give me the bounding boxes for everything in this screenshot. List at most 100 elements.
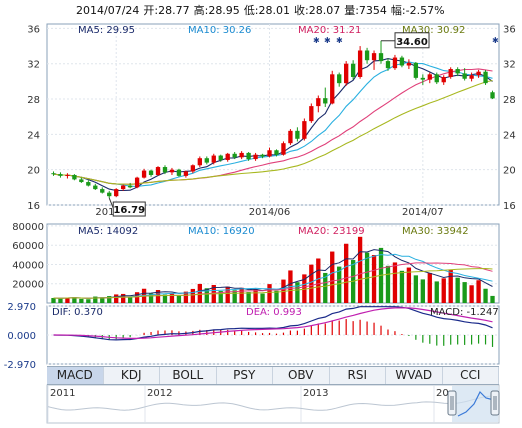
candle[interactable]	[197, 156, 202, 168]
volume-bar[interactable]	[476, 280, 481, 303]
event-markers[interactable]: ✱ ✱ ✱ ✱	[313, 36, 499, 45]
volume-bar[interactable]	[121, 293, 126, 303]
candle[interactable]	[295, 127, 300, 142]
volume-bar[interactable]	[490, 295, 495, 303]
volume-bar[interactable]	[162, 294, 168, 303]
candle[interactable]	[427, 72, 432, 84]
volume-bar[interactable]	[253, 289, 258, 303]
candle[interactable]	[65, 173, 70, 179]
event-marker-icon[interactable]: ✱	[324, 36, 331, 45]
candle[interactable]	[211, 153, 216, 165]
volume-bar[interactable]	[413, 275, 419, 303]
candle[interactable]	[190, 164, 196, 174]
volume-bar[interactable]	[448, 269, 453, 303]
candle[interactable]	[281, 141, 286, 156]
candle[interactable]	[51, 171, 56, 176]
volume-bar[interactable]	[260, 293, 265, 303]
candle[interactable]	[72, 174, 77, 181]
tab-boll[interactable]: BOLL	[160, 367, 217, 384]
nav-left-handle[interactable]	[447, 390, 457, 416]
candle[interactable]	[267, 147, 272, 158]
volume-bar[interactable]	[330, 251, 335, 303]
volume-bar[interactable]	[204, 288, 209, 303]
event-marker-icon[interactable]: ✱	[492, 36, 499, 45]
volume-bar[interactable]	[86, 299, 91, 303]
candle[interactable]	[371, 50, 377, 70]
candle[interactable]	[134, 176, 140, 189]
candle[interactable]	[260, 153, 265, 159]
volume-bar[interactable]	[392, 262, 398, 303]
volume-bar[interactable]	[427, 272, 432, 303]
candle[interactable]	[274, 149, 279, 157]
candle[interactable]	[462, 68, 467, 81]
volume-bar[interactable]	[483, 288, 488, 303]
volume-bar[interactable]	[93, 296, 98, 303]
volume-bar[interactable]	[455, 277, 460, 303]
candle[interactable]	[448, 67, 453, 79]
volume-bar[interactable]	[420, 279, 425, 303]
volume-bar[interactable]	[155, 289, 161, 303]
candle[interactable]	[420, 74, 425, 85]
candle[interactable]	[127, 182, 133, 189]
volume-bar[interactable]	[441, 278, 446, 303]
volume-bar[interactable]	[134, 292, 140, 303]
range-navigator[interactable]	[46, 384, 500, 424]
volume-bar[interactable]	[127, 296, 133, 303]
candle[interactable]	[378, 40, 384, 64]
candle[interactable]	[155, 166, 161, 176]
volume-bar[interactable]	[344, 243, 349, 303]
candle[interactable]	[204, 156, 209, 165]
candle[interactable]	[490, 90, 495, 99]
candle[interactable]	[86, 180, 91, 187]
candle[interactable]	[434, 72, 439, 85]
candle[interactable]	[58, 172, 63, 178]
candle[interactable]	[100, 187, 105, 194]
candle[interactable]	[441, 75, 446, 85]
volume-bar[interactable]	[309, 264, 314, 303]
volume-bar[interactable]	[218, 291, 223, 303]
candle[interactable]	[455, 67, 460, 77]
candle[interactable]	[469, 72, 474, 82]
candle[interactable]	[406, 59, 412, 70]
candle[interactable]	[107, 190, 112, 199]
candle[interactable]	[350, 60, 356, 80]
volume-bar[interactable]	[225, 286, 230, 303]
candle[interactable]	[246, 152, 251, 161]
tab-macd[interactable]: MACD	[47, 367, 104, 384]
candle[interactable]	[218, 154, 223, 162]
tab-obv[interactable]: OBV	[273, 367, 330, 384]
volume-bar[interactable]	[232, 290, 237, 303]
volume-bar[interactable]	[183, 291, 189, 303]
volume-bar[interactable]	[267, 284, 272, 303]
volume-bar[interactable]	[51, 297, 56, 303]
volume-bar[interactable]	[316, 258, 321, 303]
tab-psy[interactable]: PSY	[217, 367, 273, 384]
volume-bar[interactable]	[72, 297, 77, 303]
volume-bar[interactable]	[337, 266, 342, 303]
candle[interactable]	[93, 183, 98, 190]
volume-bar[interactable]	[295, 282, 300, 303]
tab-kdj[interactable]: KDJ	[104, 367, 160, 384]
volume-bar[interactable]	[169, 293, 175, 303]
volume-bar[interactable]	[107, 296, 112, 303]
tab-cci[interactable]: CCI	[443, 367, 499, 384]
volume-bar[interactable]	[58, 298, 63, 303]
volume-bar[interactable]	[371, 255, 377, 303]
candle[interactable]	[225, 152, 230, 162]
volume-bar[interactable]	[434, 281, 439, 303]
volume-bar[interactable]	[274, 290, 279, 303]
candle[interactable]	[148, 169, 154, 177]
volume-bar[interactable]	[246, 292, 251, 303]
candle[interactable]	[392, 54, 398, 70]
candle[interactable]	[344, 61, 349, 86]
volume-bar[interactable]	[176, 295, 182, 303]
volume-bar[interactable]	[100, 297, 105, 303]
candle[interactable]	[176, 168, 182, 177]
nav-selection[interactable]	[452, 386, 498, 422]
volume-bar[interactable]	[406, 267, 412, 303]
volume-bar[interactable]	[114, 294, 119, 303]
volume-bar[interactable]	[197, 283, 202, 303]
candle[interactable]	[232, 152, 237, 160]
tab-rsi[interactable]: RSI	[330, 367, 386, 384]
